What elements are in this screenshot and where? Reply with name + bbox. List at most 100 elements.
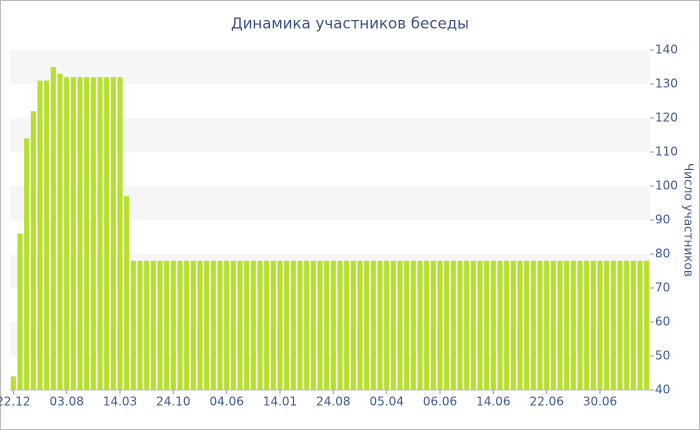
y-tick-label: 100 bbox=[655, 179, 678, 193]
bar bbox=[177, 260, 183, 390]
bar bbox=[17, 233, 23, 390]
chart-title: Динамика участников беседы bbox=[231, 15, 469, 33]
x-tick-label: 14.01 bbox=[263, 395, 297, 409]
bar bbox=[517, 260, 523, 390]
y-tick-label: 40 bbox=[655, 383, 670, 397]
bar bbox=[550, 260, 556, 390]
bar bbox=[564, 260, 570, 390]
y-tick-label: 60 bbox=[655, 315, 670, 329]
bar bbox=[210, 260, 216, 390]
bar bbox=[457, 260, 463, 390]
bar bbox=[644, 260, 650, 390]
bar bbox=[610, 260, 616, 390]
x-tick-label: 24.10 bbox=[156, 395, 190, 409]
y-tick-label: 120 bbox=[655, 111, 678, 125]
bar bbox=[244, 260, 250, 390]
x-tick-label: 14.03 bbox=[103, 395, 137, 409]
bar bbox=[270, 260, 276, 390]
bar bbox=[77, 77, 83, 390]
bar bbox=[544, 260, 550, 390]
y-tick-label: 110 bbox=[655, 145, 678, 159]
x-tick-label: 14.06 bbox=[476, 395, 510, 409]
bar bbox=[110, 77, 116, 390]
bar bbox=[264, 260, 270, 390]
bar bbox=[117, 77, 123, 390]
bar bbox=[170, 260, 176, 390]
bar bbox=[557, 260, 563, 390]
bar bbox=[477, 260, 483, 390]
bar bbox=[410, 260, 416, 390]
bar bbox=[404, 260, 410, 390]
bar bbox=[630, 260, 636, 390]
bar bbox=[350, 260, 356, 390]
bar bbox=[470, 260, 476, 390]
bar bbox=[64, 77, 70, 390]
bar bbox=[577, 260, 583, 390]
bar bbox=[184, 260, 190, 390]
y-axis-title: Число участников bbox=[682, 163, 696, 277]
bar bbox=[624, 260, 630, 390]
bar bbox=[397, 260, 403, 390]
bar bbox=[590, 260, 596, 390]
bar bbox=[230, 260, 236, 390]
bar bbox=[84, 77, 90, 390]
bar bbox=[157, 260, 163, 390]
x-tick-label: 04.06 bbox=[209, 395, 243, 409]
bar bbox=[290, 260, 296, 390]
bar bbox=[10, 376, 16, 390]
bar bbox=[504, 260, 510, 390]
bar bbox=[497, 260, 503, 390]
grid-band bbox=[10, 50, 650, 84]
bar bbox=[237, 260, 243, 390]
bar bbox=[584, 260, 590, 390]
bar bbox=[224, 260, 230, 390]
bar bbox=[484, 260, 490, 390]
bar bbox=[597, 260, 603, 390]
bar bbox=[537, 260, 543, 390]
bar bbox=[304, 260, 310, 390]
bar bbox=[604, 260, 610, 390]
bar bbox=[137, 260, 143, 390]
bar bbox=[250, 260, 256, 390]
bar bbox=[37, 80, 43, 390]
bar bbox=[370, 260, 376, 390]
bar bbox=[444, 260, 450, 390]
x-tick-label: 06.06 bbox=[423, 395, 457, 409]
bar bbox=[617, 260, 623, 390]
y-tick-label: 80 bbox=[655, 247, 670, 261]
bar bbox=[530, 260, 536, 390]
bar bbox=[297, 260, 303, 390]
bar bbox=[90, 77, 96, 390]
grid-band bbox=[10, 186, 650, 220]
bar bbox=[124, 196, 130, 390]
bar bbox=[317, 260, 323, 390]
bar bbox=[430, 260, 436, 390]
bar bbox=[150, 260, 156, 390]
bar bbox=[424, 260, 430, 390]
bar bbox=[97, 77, 103, 390]
x-tick-label: 03.08 bbox=[49, 395, 83, 409]
bar bbox=[217, 260, 223, 390]
bar bbox=[284, 260, 290, 390]
x-tick-label: 30.06 bbox=[583, 395, 617, 409]
bar bbox=[50, 67, 56, 390]
x-tick-label: 05.04 bbox=[369, 395, 403, 409]
y-tick-label: 50 bbox=[655, 349, 670, 363]
bar bbox=[357, 260, 363, 390]
bar bbox=[390, 260, 396, 390]
x-tick-label: 22.12 bbox=[0, 395, 31, 409]
bar bbox=[257, 260, 263, 390]
bar bbox=[344, 260, 350, 390]
bar bbox=[70, 77, 76, 390]
bar bbox=[144, 260, 150, 390]
bar bbox=[464, 260, 470, 390]
bar bbox=[204, 260, 210, 390]
bar bbox=[570, 260, 576, 390]
bar bbox=[310, 260, 316, 390]
bar bbox=[197, 260, 203, 390]
y-tick-label: 140 bbox=[655, 43, 678, 57]
bar bbox=[164, 260, 170, 390]
grid-bands bbox=[10, 50, 650, 356]
bar bbox=[337, 260, 343, 390]
